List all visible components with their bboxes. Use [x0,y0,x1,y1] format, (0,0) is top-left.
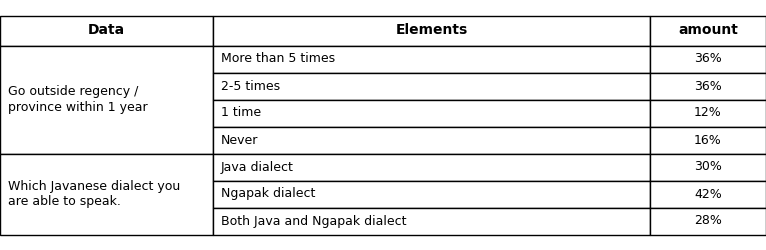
Bar [650,100,766,126]
Text: Both Java and Ngapak dialect: Both Java and Ngapak dialect [221,214,407,228]
Bar [650,154,766,180]
Text: Java dialect: Java dialect [221,160,294,173]
Bar [650,126,766,154]
Text: Ngapak dialect: Ngapak dialect [221,188,316,200]
Text: 36%: 36% [694,52,722,66]
Bar [650,16,766,46]
Text: Which Javanese dialect you
are able to speak.: Which Javanese dialect you are able to s… [8,180,180,208]
Bar [213,72,650,100]
Bar [0,154,213,234]
Bar [650,208,766,234]
Bar [213,180,650,208]
Text: 1 time: 1 time [221,106,261,120]
Text: 2-5 times: 2-5 times [221,80,280,92]
Text: More than 5 times: More than 5 times [221,52,336,66]
Bar [650,180,766,208]
Text: 16%: 16% [694,134,722,146]
Text: amount: amount [678,24,738,38]
Text: 28%: 28% [694,214,722,228]
Text: Elements: Elements [395,24,467,38]
Bar [650,46,766,72]
Text: Never: Never [221,134,258,146]
Bar [213,46,650,72]
Text: Go outside regency /
province within 1 year: Go outside regency / province within 1 y… [8,86,148,114]
Text: 12%: 12% [694,106,722,120]
Bar [0,16,213,46]
Bar [213,208,650,234]
Bar [213,100,650,126]
Bar [213,126,650,154]
Bar [213,16,650,46]
Text: 30%: 30% [694,160,722,173]
Text: Data: Data [88,24,125,38]
Text: 42%: 42% [694,188,722,200]
Bar [213,154,650,180]
Bar [650,72,766,100]
Bar [0,46,213,154]
Text: 36%: 36% [694,80,722,92]
